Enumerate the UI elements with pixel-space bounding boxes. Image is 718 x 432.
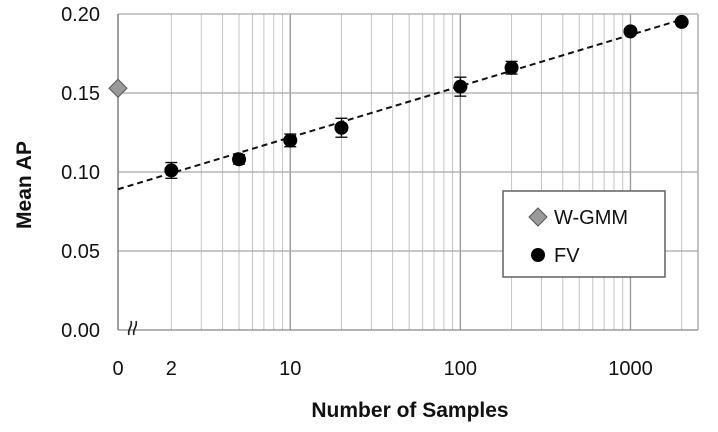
legend-box — [502, 190, 666, 278]
y-tick-label: 0.20 — [61, 4, 100, 26]
x-tick-label: 1000 — [608, 358, 653, 380]
x-tick-label: 10 — [279, 358, 301, 380]
legend-marker-fv-icon — [531, 248, 545, 262]
y-tick-label: 0.05 — [61, 241, 100, 263]
axes — [117, 14, 138, 336]
trendline-group — [117, 18, 682, 191]
fv-data-point — [623, 24, 638, 39]
fv-data-point — [453, 79, 468, 94]
tick-labels: 0.00 0.05 0.10 0.15 0.20 0 2 10 100 1000 — [61, 4, 653, 380]
axis-break-icon — [132, 320, 138, 336]
fv-data-point — [674, 14, 689, 29]
trendline — [117, 18, 682, 191]
y-tick-label: 0.15 — [61, 83, 100, 105]
fv-data-point — [283, 133, 298, 148]
fv-data-point — [334, 120, 349, 135]
x-tick-label: 100 — [444, 358, 477, 380]
y-tick-label: 0.10 — [61, 162, 100, 184]
x-axis-title: Number of Samples — [311, 399, 508, 422]
fv-data-point — [232, 152, 247, 167]
legend-marker-w-gmm-icon — [528, 207, 548, 227]
axis-break-icon — [127, 320, 133, 336]
legend-label-w-gmm: W-GMM — [554, 207, 628, 229]
data-marks — [108, 14, 689, 180]
legend: W-GMM FV — [502, 190, 666, 278]
y-axis-title: Mean AP — [13, 141, 36, 229]
w-gmm-data-point — [108, 78, 128, 98]
y-tick-label: 0.00 — [61, 320, 100, 342]
fv-data-point — [164, 163, 179, 178]
fv-data-point — [504, 60, 519, 75]
grid — [118, 13, 699, 331]
x-tick-label: 0 — [112, 358, 123, 380]
legend-label-fv: FV — [554, 245, 580, 267]
x-tick-label: 2 — [166, 358, 177, 380]
